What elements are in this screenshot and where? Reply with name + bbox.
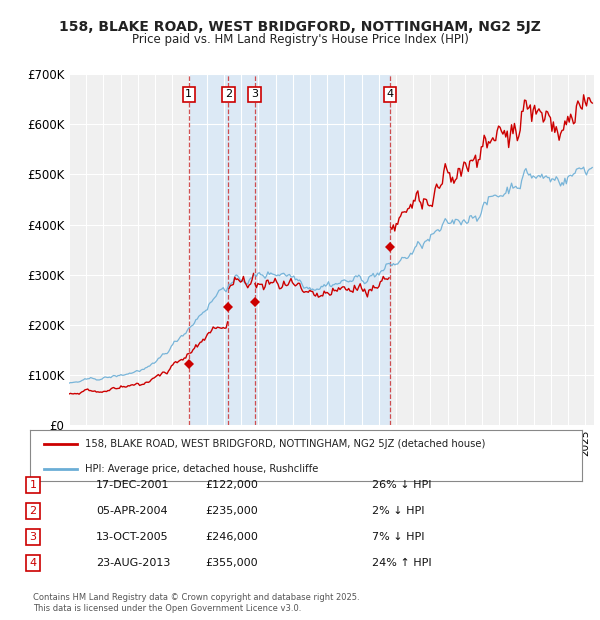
Text: 158, BLAKE ROAD, WEST BRIDGFORD, NOTTINGHAM, NG2 5JZ (detached house): 158, BLAKE ROAD, WEST BRIDGFORD, NOTTING… (85, 439, 485, 449)
Text: 13-OCT-2005: 13-OCT-2005 (96, 532, 169, 542)
Text: 05-APR-2004: 05-APR-2004 (96, 506, 167, 516)
Text: 23-AUG-2013: 23-AUG-2013 (96, 558, 170, 568)
Text: 3: 3 (251, 89, 258, 99)
Text: £355,000: £355,000 (205, 558, 258, 568)
Text: 24% ↑ HPI: 24% ↑ HPI (372, 558, 431, 568)
Bar (189, 74, 390, 425)
Text: HPI: Average price, detached house, Rushcliffe: HPI: Average price, detached house, Rush… (85, 464, 319, 474)
Text: 17-DEC-2001: 17-DEC-2001 (96, 480, 170, 490)
Text: 7% ↓ HPI: 7% ↓ HPI (372, 532, 425, 542)
Text: £235,000: £235,000 (205, 506, 258, 516)
Text: 1: 1 (29, 480, 37, 490)
Text: 158, BLAKE ROAD, WEST BRIDGFORD, NOTTINGHAM, NG2 5JZ: 158, BLAKE ROAD, WEST BRIDGFORD, NOTTING… (59, 20, 541, 35)
Text: 2: 2 (29, 506, 37, 516)
Text: 2% ↓ HPI: 2% ↓ HPI (372, 506, 425, 516)
Text: 4: 4 (29, 558, 37, 568)
Text: 1: 1 (185, 89, 193, 99)
Text: Contains HM Land Registry data © Crown copyright and database right 2025.
This d: Contains HM Land Registry data © Crown c… (33, 593, 359, 613)
Text: 2: 2 (225, 89, 232, 99)
Text: 4: 4 (386, 89, 394, 99)
Text: 3: 3 (29, 532, 37, 542)
Text: Price paid vs. HM Land Registry's House Price Index (HPI): Price paid vs. HM Land Registry's House … (131, 33, 469, 46)
Text: £246,000: £246,000 (205, 532, 258, 542)
Text: £122,000: £122,000 (205, 480, 258, 490)
Text: 26% ↓ HPI: 26% ↓ HPI (372, 480, 431, 490)
